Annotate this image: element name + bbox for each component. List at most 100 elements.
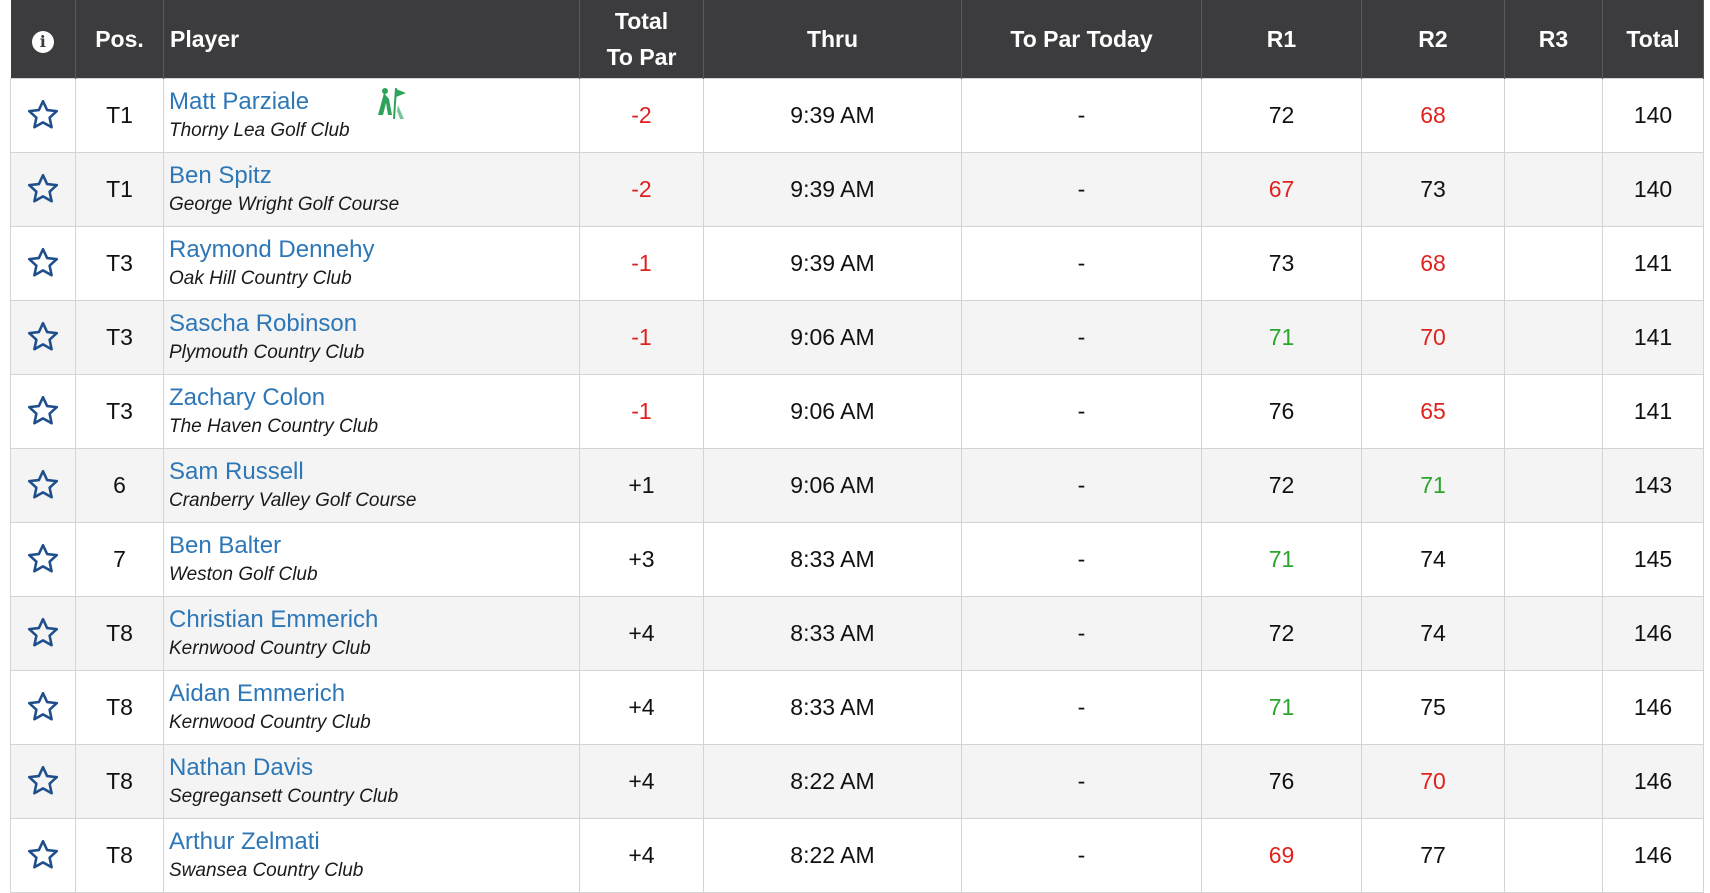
favorite-cell[interactable] [10,817,76,893]
player-cell: Raymond Dennehy Oak Hill Country Club [163,225,580,301]
player-name-link[interactable]: Raymond Dennehy [169,236,375,263]
thru-header[interactable]: Thru [703,0,962,78]
favorite-cell[interactable] [10,595,76,671]
total-header[interactable]: Total [1602,0,1704,78]
favorite-cell[interactable] [10,299,76,375]
star-icon[interactable] [25,393,61,429]
r3-score [1504,225,1603,301]
player-name-link[interactable]: Matt Parziale [169,88,310,115]
player-name-link[interactable]: Nathan Davis [169,754,314,781]
favorite-cell[interactable] [10,225,76,301]
total-score: 146 [1602,595,1704,671]
star-icon[interactable] [25,171,61,207]
total-to-par: -1 [579,373,704,449]
position: T8 [75,595,164,671]
leaderboard: i Pos. Player Total To Par Thru To Par To… [10,0,1704,893]
r1-score: 76 [1201,373,1362,449]
position: T1 [75,151,164,227]
r2-header[interactable]: R2 [1361,0,1505,78]
favorite-cell[interactable] [10,669,76,745]
favorite-cell[interactable] [10,373,76,449]
player-name-link[interactable]: Zachary Colon [169,384,326,411]
star-icon[interactable] [25,245,61,281]
total-score: 146 [1602,669,1704,745]
favorite-cell[interactable] [10,447,76,523]
thru: 8:22 AM [703,817,962,893]
position: T3 [75,225,164,301]
r2-score: 71 [1361,447,1505,523]
star-icon[interactable] [25,97,61,133]
player-cell: Sam Russell Cranberry Valley Golf Course [163,447,580,523]
thru: 8:33 AM [703,521,962,597]
info-icon[interactable]: i [31,30,54,53]
to-par-today: - [961,77,1202,153]
favorite-cell[interactable] [10,521,76,597]
r1-score: 71 [1201,669,1362,745]
total-score: 143 [1602,447,1704,523]
to-par-today: - [961,817,1202,893]
thru: 8:22 AM [703,743,962,819]
player-name-link[interactable]: Sascha Robinson [169,310,358,337]
player-name-link[interactable]: Christian Emmerich [169,606,379,633]
r3-score [1504,77,1603,153]
total-to-par-header[interactable]: Total To Par [579,0,704,78]
player-cell: Ben Balter Weston Golf Club [163,521,580,597]
to-par-today: - [961,669,1202,745]
r2-score: 73 [1361,151,1505,227]
star-icon[interactable] [25,615,61,651]
player-cell: Arthur Zelmati Swansea Country Club [163,817,580,893]
to-par-today: - [961,595,1202,671]
r3-score [1504,817,1603,893]
player-name-link[interactable]: Arthur Zelmati [169,828,320,855]
favorite-cell[interactable] [10,77,76,153]
position: T3 [75,373,164,449]
pos-header[interactable]: Pos. [75,0,164,78]
position: T3 [75,299,164,375]
total-score: 145 [1602,521,1704,597]
favorite-cell[interactable] [10,151,76,227]
table-row: 7 Ben Balter Weston Golf Club +3 8:33 AM… [10,521,1704,597]
total-score: 141 [1602,299,1704,375]
to-par-today: - [961,743,1202,819]
info-header[interactable]: i [10,0,76,78]
player-club: Plymouth Country Club [169,342,365,363]
r3-score [1504,669,1603,745]
player-cell: Matt Parziale Thorny Lea Golf Club [163,77,580,153]
player-cell: Zachary Colon The Haven Country Club [163,373,580,449]
star-icon[interactable] [25,763,61,799]
r3-header[interactable]: R3 [1504,0,1603,78]
r2-score: 77 [1361,817,1505,893]
total-to-par: -1 [579,225,704,301]
player-name-link[interactable]: Ben Spitz [169,162,272,189]
star-icon[interactable] [25,837,61,873]
table-row: T8 Nathan Davis Segregansett Country Clu… [10,743,1704,819]
player-name-link[interactable]: Sam Russell [169,458,304,485]
total-to-par: +4 [579,817,704,893]
thru: 9:39 AM [703,77,962,153]
star-icon[interactable] [25,541,61,577]
to-par-today-header[interactable]: To Par Today [961,0,1202,78]
player-club: Weston Golf Club [169,564,318,585]
r2-score: 70 [1361,299,1505,375]
r2-score: 68 [1361,225,1505,301]
player-club: Kernwood Country Club [169,712,371,733]
star-icon[interactable] [25,689,61,725]
star-icon[interactable] [25,467,61,503]
r3-score [1504,521,1603,597]
player-header[interactable]: Player [163,0,580,78]
total-score: 140 [1602,77,1704,153]
player-cell: Nathan Davis Segregansett Country Club [163,743,580,819]
player-name-link[interactable]: Aidan Emmerich [169,680,346,707]
total-to-par-header-line1: Total [614,7,669,34]
star-icon[interactable] [25,319,61,355]
r1-score: 71 [1201,299,1362,375]
r3-score [1504,595,1603,671]
position: 7 [75,521,164,597]
total-score: 141 [1602,373,1704,449]
r2-score: 74 [1361,595,1505,671]
favorite-cell[interactable] [10,743,76,819]
player-name-link[interactable]: Ben Balter [169,532,282,559]
r1-header[interactable]: R1 [1201,0,1362,78]
flag-badge-icon [378,87,406,119]
r1-score: 76 [1201,743,1362,819]
